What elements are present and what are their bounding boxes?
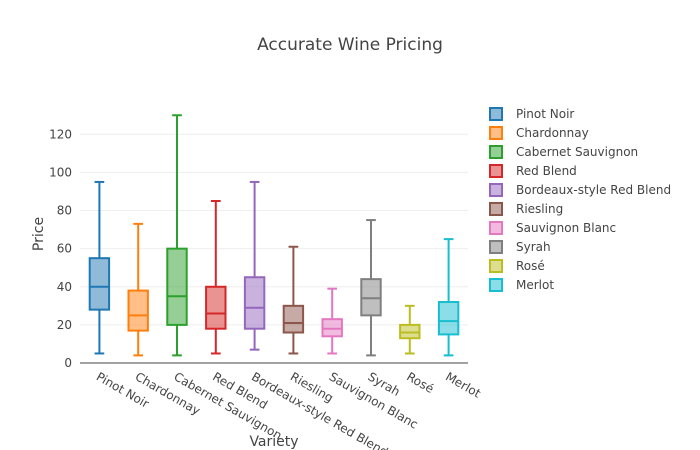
legend-swatch — [489, 202, 503, 216]
box-pinot-noir[interactable] — [88, 180, 111, 355]
legend-label: Bordeaux-style Red Blend — [516, 183, 671, 197]
legend-swatch — [489, 221, 503, 235]
legend-item[interactable]: Sauvignon Blanc — [489, 221, 616, 235]
legend-item[interactable]: Pinot Noir — [489, 107, 574, 121]
y-tick-label: 20 — [57, 318, 72, 332]
iqr-box — [88, 257, 111, 311]
legend-item[interactable]: Rosé — [489, 259, 545, 273]
iqr-box — [205, 285, 227, 330]
legend-label: Cabernet Sauvignon — [516, 145, 638, 159]
legend-item[interactable]: Riesling — [489, 202, 563, 216]
legend-item[interactable]: Red Blend — [489, 164, 577, 178]
y-tick-label: 100 — [49, 165, 72, 179]
box-sauvignon-blanc[interactable] — [321, 287, 343, 355]
y-tick-label: 60 — [57, 242, 72, 256]
legend-swatch — [489, 107, 503, 121]
box-merlot[interactable] — [437, 238, 460, 357]
legend-label: Merlot — [516, 278, 554, 292]
box-cabernet-sauvignon[interactable] — [166, 114, 188, 357]
legend-label: Syrah — [516, 240, 551, 254]
y-tick-label: 0 — [64, 356, 72, 370]
box-ros-[interactable] — [399, 304, 421, 355]
box-riesling[interactable] — [282, 245, 305, 355]
iqr-box — [166, 247, 188, 326]
legend-item[interactable]: Syrah — [489, 240, 551, 254]
legend-swatch — [489, 145, 503, 159]
legend-label: Sauvignon Blanc — [516, 221, 616, 235]
legend[interactable]: Pinot Noir Chardonnay Cabernet Sauvignon Re… — [489, 107, 671, 292]
x-tick-label: Merlot — [443, 369, 483, 400]
legend-swatch — [489, 259, 503, 273]
box-syrah[interactable] — [360, 219, 382, 357]
legend-swatch — [489, 164, 503, 178]
box-chardonnay[interactable] — [127, 222, 149, 357]
legend-item[interactable]: Bordeaux-style Red Blend — [489, 183, 671, 197]
y-axis-title: Price — [31, 217, 47, 251]
x-axis-title: Variety — [249, 434, 298, 450]
iqr-box — [282, 304, 305, 334]
legend-label: Riesling — [516, 202, 563, 216]
iqr-box — [437, 301, 460, 336]
legend-item[interactable]: Chardonnay — [489, 126, 589, 140]
legend-swatch — [489, 183, 503, 197]
legend-swatch — [489, 126, 503, 140]
legend-label: Pinot Noir — [516, 107, 574, 121]
box-bordeaux-style-red-blend[interactable] — [243, 180, 266, 351]
y-tick-label: 80 — [57, 204, 72, 218]
y-tick-label: 120 — [49, 127, 72, 141]
gridlines — [80, 133, 468, 364]
legend-label: Rosé — [516, 259, 545, 273]
legend-label: Red Blend — [516, 164, 577, 178]
legend-swatch — [489, 240, 503, 254]
iqr-box — [243, 276, 266, 330]
legend-item[interactable]: Cabernet Sauvignon — [489, 145, 638, 159]
legend-item[interactable]: Merlot — [489, 278, 554, 292]
chart-title: Accurate Wine Pricing — [257, 35, 443, 55]
iqr-box — [127, 289, 149, 332]
box-red-blend[interactable] — [205, 200, 227, 355]
y-tick-label: 40 — [57, 280, 72, 294]
plot-area — [88, 114, 460, 357]
legend-swatch — [489, 278, 503, 292]
legend-label: Chardonnay — [516, 126, 589, 140]
x-tick-label: Rosé — [404, 369, 436, 396]
y-axis-ticks: 0 20 40 60 80 100 120 — [49, 127, 72, 370]
